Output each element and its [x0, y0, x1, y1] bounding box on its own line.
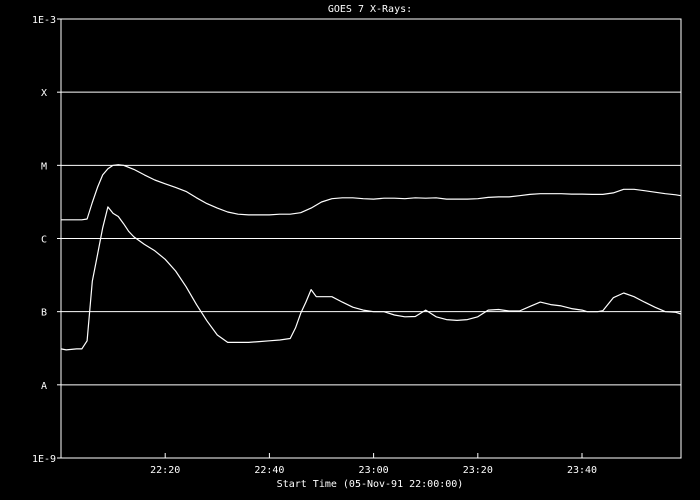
y-tick-label-6: 1E-9 — [32, 454, 56, 465]
y-tick-label-1: X — [41, 88, 47, 99]
x-tick-label-3: 23:20 — [463, 465, 493, 476]
y-tick-label-5: A — [41, 381, 47, 392]
y-tick-label-2: M — [41, 161, 47, 172]
y-tick-labels: 1E-3 X M C B A 1E-9 — [32, 15, 61, 465]
chart-title: GOES 7 X-Rays: — [328, 4, 412, 15]
y-tick-label-4: B — [41, 308, 47, 319]
x-axis-label: Start Time (05-Nov-91 22:00:00) — [277, 479, 464, 490]
x-tick-label-2: 23:00 — [359, 465, 389, 476]
x-tick-labels: 22:20 22:40 23:00 23:20 23:40 — [150, 453, 597, 476]
series-line-1 — [60, 206, 682, 351]
series-layer — [60, 164, 682, 351]
x-tick-label-1: 22:40 — [254, 465, 284, 476]
series-line-0 — [61, 164, 682, 221]
x-tick-label-4: 23:40 — [567, 465, 597, 476]
y-tick-label-0: 1E-3 — [32, 15, 56, 26]
y-tick-label-3: C — [41, 235, 47, 246]
x-tick-label-0: 22:20 — [150, 465, 180, 476]
grid-layer — [61, 91, 681, 386]
